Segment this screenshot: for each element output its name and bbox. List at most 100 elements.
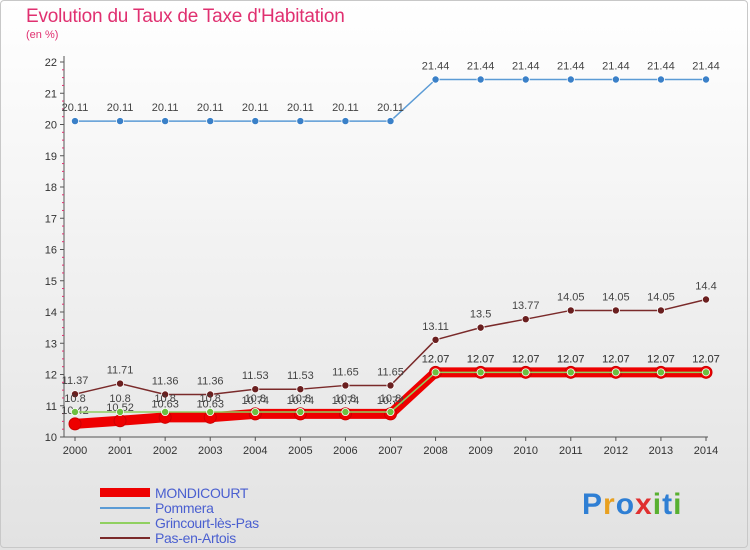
logo-letter: r xyxy=(603,488,616,521)
y-tick-label: 21 xyxy=(45,88,57,100)
data-label: 21.44 xyxy=(692,61,720,73)
logo-letter: o xyxy=(615,488,636,521)
data-label: 10.74 xyxy=(287,395,315,407)
y-tick-label: 22 xyxy=(45,57,57,69)
y-tick-label: 18 xyxy=(45,182,57,194)
data-point xyxy=(611,75,620,84)
y-tick-label: 11 xyxy=(46,401,57,413)
data-label: 20.11 xyxy=(62,102,89,114)
data-label: 21.44 xyxy=(557,61,585,73)
data-label: 10.74 xyxy=(377,395,405,407)
data-label: 10.8 xyxy=(335,393,356,405)
data-point xyxy=(296,117,305,126)
data-point xyxy=(251,407,260,416)
logo-letter: P xyxy=(582,488,604,521)
data-label: 12.07 xyxy=(647,353,675,365)
data-label: 14.05 xyxy=(602,291,630,303)
data-label: 12.07 xyxy=(557,353,585,365)
series-pommera: 20.11 20.11 20.11 20.11 20.11 20.11 20.11 20.11… xyxy=(62,61,720,126)
data-label: 10.8 xyxy=(245,393,266,405)
x-tick-label: 2004 xyxy=(243,445,267,457)
data-label: 14.05 xyxy=(557,291,585,303)
data-label: 12.07 xyxy=(692,353,720,365)
data-label: 12.07 xyxy=(467,353,495,365)
data-label: 20.11 xyxy=(107,102,134,114)
y-tick-label: 20 xyxy=(45,120,57,132)
logo-letter: x xyxy=(635,488,653,521)
data-label: 11.53 xyxy=(287,370,314,382)
series-grincourt-l-s-pas: 10.8 10.8 10.8 10.8 10.8 10.8 10.8 10.8 12.07 12.… xyxy=(64,353,720,416)
chart-subtitle: (en %) xyxy=(26,29,59,41)
data-label: 21.44 xyxy=(647,61,675,73)
data-point xyxy=(656,368,665,377)
data-label: 20.11 xyxy=(332,102,359,114)
legend-label: MONDICOURT xyxy=(155,485,249,501)
legend-label: Pommera xyxy=(155,500,214,516)
data-point xyxy=(702,295,711,304)
x-tick-label: 2013 xyxy=(649,445,673,457)
data-point xyxy=(251,117,260,126)
data-point xyxy=(386,117,395,126)
data-point xyxy=(161,117,170,126)
data-point xyxy=(341,117,350,126)
legend-label: Grincourt-lès-Pas xyxy=(155,515,259,531)
data-label: 12.07 xyxy=(692,353,720,365)
data-label: 12.07 xyxy=(602,353,630,365)
data-point xyxy=(68,417,82,431)
data-label: 11.65 xyxy=(332,366,359,378)
data-point xyxy=(296,385,305,394)
data-label: 12.07 xyxy=(512,353,540,365)
data-label: 12.07 xyxy=(557,353,585,365)
data-label: 13.77 xyxy=(512,300,540,312)
data-label: 10.74 xyxy=(242,395,270,407)
data-point xyxy=(476,368,485,377)
legend-swatch xyxy=(100,522,150,524)
data-label: 10.8 xyxy=(64,393,85,405)
proxiti-logo: Proxiti xyxy=(582,488,682,522)
data-label: 13.5 xyxy=(470,309,491,321)
data-label: 21.44 xyxy=(467,61,495,73)
data-label: 10.74 xyxy=(332,395,360,407)
y-tick-label: 14 xyxy=(45,307,57,319)
data-label: 12.07 xyxy=(422,353,450,365)
series-line xyxy=(74,78,707,122)
data-label: 10.63 xyxy=(196,398,224,410)
data-point xyxy=(206,390,215,399)
data-point xyxy=(116,407,125,416)
data-point xyxy=(431,75,440,84)
data-label: 20.11 xyxy=(377,102,404,114)
data-label: 10.8 xyxy=(380,393,401,405)
data-label: 13.11 xyxy=(422,321,449,333)
data-label: 14.4 xyxy=(695,281,716,293)
data-point xyxy=(611,368,620,377)
data-point xyxy=(521,368,530,377)
y-tick-label: 17 xyxy=(45,213,57,225)
legend-swatch xyxy=(100,537,150,539)
x-tick-label: 2002 xyxy=(153,445,177,457)
data-label: 14.05 xyxy=(647,291,675,303)
data-point xyxy=(521,315,530,324)
data-label: 11.36 xyxy=(152,376,179,388)
x-tick-label: 2005 xyxy=(288,445,312,457)
data-point xyxy=(566,306,575,315)
data-point xyxy=(71,390,80,399)
data-point xyxy=(476,323,485,332)
data-label: 11.36 xyxy=(197,376,224,388)
data-point xyxy=(386,381,395,390)
data-point xyxy=(702,75,711,84)
x-tick-label: 2012 xyxy=(604,445,628,457)
x-tick-label: 2008 xyxy=(423,445,447,457)
data-point xyxy=(656,75,665,84)
x-tick-label: 2001 xyxy=(108,445,132,457)
data-point xyxy=(566,368,575,377)
data-label: 10.63 xyxy=(151,398,179,410)
data-point xyxy=(206,407,215,416)
data-label: 11.37 xyxy=(62,375,89,387)
x-tick-label: 2009 xyxy=(468,445,492,457)
data-point xyxy=(71,407,80,416)
data-label: 11.71 xyxy=(107,365,134,377)
y-tick-label: 13 xyxy=(45,338,57,350)
y-tick-label: 16 xyxy=(45,245,57,257)
x-tick-label: 2003 xyxy=(198,445,222,457)
